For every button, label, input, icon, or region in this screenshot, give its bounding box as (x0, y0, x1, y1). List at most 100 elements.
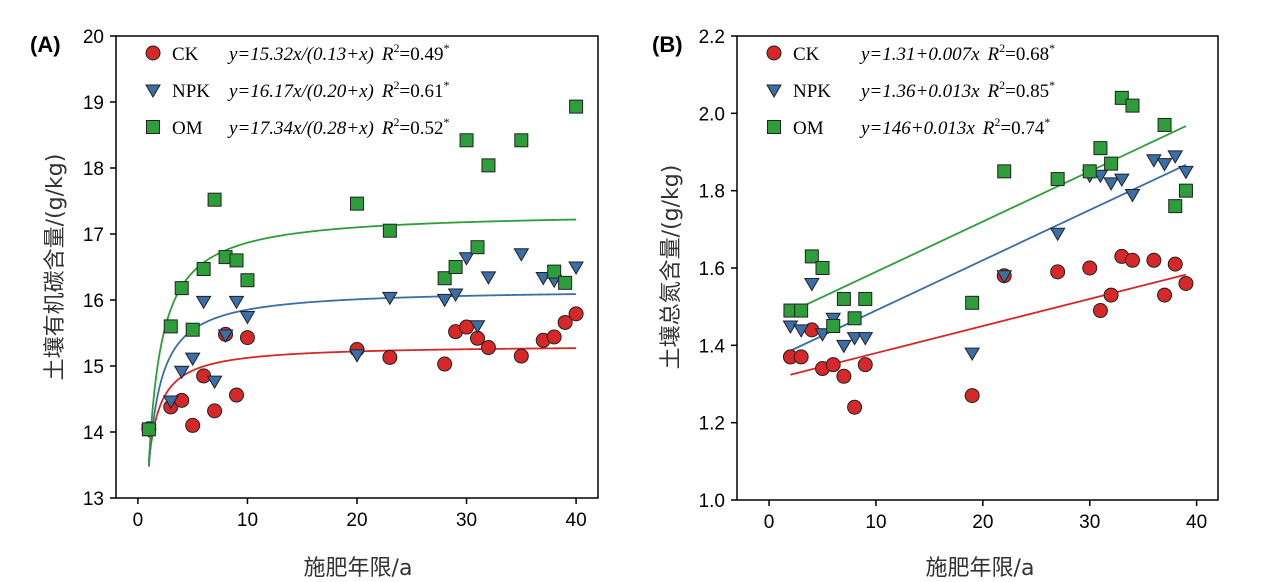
data-point-npk (239, 311, 256, 325)
x-tick-label: 30 (456, 510, 477, 531)
data-point-npk (857, 332, 874, 346)
data-point-om (1168, 199, 1183, 214)
r2-exponent: 2 (999, 41, 1005, 55)
data-point-om (1114, 90, 1129, 105)
plot-frame (115, 35, 599, 499)
r2-equals: = (399, 118, 410, 139)
y-tick-label: 16 (83, 291, 104, 312)
significance-asterisk: * (1044, 115, 1050, 129)
r2-equals: = (1000, 118, 1011, 139)
data-point-ck (857, 357, 873, 373)
data-point-om (207, 192, 222, 207)
panel-b-y-axis-title: 土壤总氮含量/(g/kg) (659, 165, 684, 370)
x-tick-label: 30 (1079, 512, 1100, 533)
data-point-om (997, 164, 1012, 179)
x-tick-label: 20 (972, 512, 993, 533)
data-point-ck (1124, 252, 1140, 268)
data-point-ck (185, 417, 201, 433)
data-point-npk (513, 248, 530, 262)
r2-equals: = (399, 44, 410, 65)
legend-marker-ck (145, 45, 161, 61)
y-tick-label: 1.2 (699, 414, 725, 435)
y-tick-label: 1.4 (699, 336, 726, 357)
data-point-npk (469, 320, 486, 334)
panel-b-x-axis-title: 施肥年限/a (926, 556, 1035, 581)
data-point-om (836, 291, 851, 306)
legend-label-npk: NPK (172, 81, 210, 102)
legend-label-om: OM (793, 118, 824, 139)
panel-a-label: (A) (30, 32, 61, 57)
x-tick-label: 10 (865, 512, 886, 533)
plot-frame (736, 35, 1219, 501)
data-point-om (1104, 156, 1119, 171)
r2-value: 0.49 (410, 44, 443, 65)
data-point-om (196, 261, 211, 276)
data-point-om (382, 223, 397, 238)
data-point-npk (1145, 154, 1162, 168)
data-point-npk (1049, 227, 1066, 242)
legend-equation-om: y=146+0.013x R2=0.74* (859, 115, 1050, 139)
y-tick-label: 1.6 (699, 259, 725, 280)
significance-asterisk: * (443, 78, 449, 92)
data-point-npk (480, 271, 497, 285)
y-tick-label: 19 (83, 93, 104, 114)
r2-exponent: 2 (994, 115, 1000, 129)
r2-value: 0.74 (1011, 118, 1045, 139)
y-tick-label: 1.0 (699, 491, 725, 512)
data-point-om (141, 422, 156, 437)
panel-b-fit-lines (790, 125, 1187, 376)
data-point-npk (1156, 158, 1173, 172)
fit-line-ck (790, 273, 1187, 376)
data-point-npk (206, 375, 223, 390)
data-point-npk (349, 349, 365, 363)
data-point-om (1093, 141, 1108, 156)
legend-marker-npk (766, 84, 782, 98)
data-point-npk (381, 291, 398, 306)
data-point-npk (793, 324, 810, 338)
data-point-om (350, 196, 364, 211)
data-point-om (965, 295, 980, 310)
y-tick-label: 20 (83, 27, 104, 48)
data-point-npk (1092, 169, 1109, 184)
data-point-ck (382, 349, 398, 365)
panel-a-fit-lines (147, 218, 577, 467)
panel-b-points (782, 90, 1194, 415)
legend-equation-npk: y=16.17x/(0.20+x) R2=0.61* (227, 78, 449, 102)
fit-line-npk (147, 293, 577, 467)
data-point-ck (1167, 256, 1183, 272)
data-point-npk (846, 332, 863, 346)
equation-text: y=1.36+0.013x (859, 81, 980, 102)
data-point-om (558, 275, 573, 290)
data-point-ck (513, 348, 529, 364)
data-point-om (1125, 98, 1140, 113)
y-tick-label: 14 (83, 423, 105, 444)
legend-equation-om: y=17.34x/(0.28+x) R2=0.52* (227, 115, 449, 139)
data-point-ck (207, 403, 223, 419)
x-tick-label: 20 (346, 510, 367, 531)
panel-a-legend: CK y=15.32x/(0.13+x) R2=0.49*NPK y=16.17x/(… (145, 41, 449, 139)
data-point-om (569, 99, 584, 114)
data-point-npk (568, 261, 584, 275)
data-point-om (847, 311, 862, 326)
data-point-om (240, 273, 255, 288)
x-tick-label: 10 (237, 510, 258, 531)
panel-a: (A) 施肥年限/a 土壤有机碳含量/(g/kg) 0 10 20 30 40 13 14 1… (30, 27, 599, 581)
data-point-ck (546, 329, 562, 345)
data-point-ck (1050, 264, 1066, 280)
y-tick-label: 2.2 (699, 27, 725, 48)
data-point-npk (228, 295, 245, 310)
data-point-om (804, 249, 819, 264)
significance-asterisk: * (443, 41, 449, 55)
legend-marker-npk (145, 84, 161, 98)
y-tick-label: 15 (83, 357, 104, 378)
data-point-npk (535, 272, 552, 286)
data-point-ck (1146, 252, 1162, 268)
data-point-om (174, 281, 189, 296)
r2-symbol: R (381, 44, 394, 65)
r2-value: 0.85 (1016, 81, 1049, 102)
r2-value: 0.52 (410, 118, 443, 139)
data-point-om (470, 240, 485, 255)
data-point-ck (793, 349, 809, 365)
data-point-npk (1124, 189, 1141, 203)
